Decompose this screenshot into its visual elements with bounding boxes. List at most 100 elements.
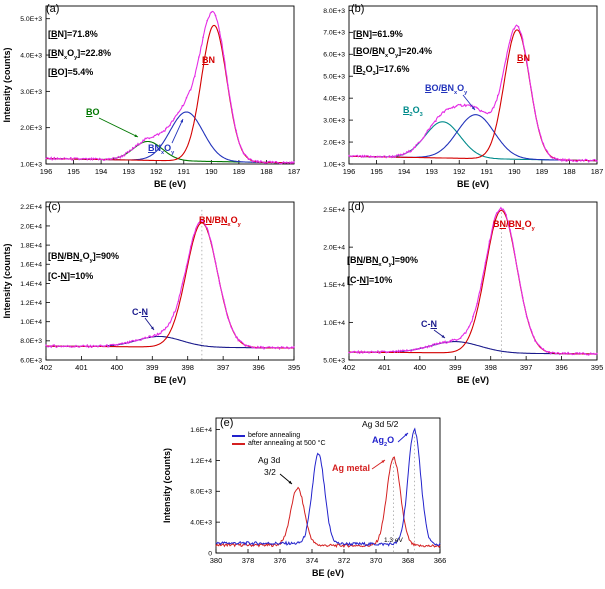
text-run: O xyxy=(92,107,100,117)
text-run: O xyxy=(67,48,75,58)
data-marker xyxy=(352,351,354,353)
data-marker xyxy=(222,54,225,57)
x-tick-label: 372 xyxy=(338,556,351,565)
data-marker xyxy=(488,111,491,114)
label-ag3d52: Ag 3d 5/2 xyxy=(362,420,398,429)
data-marker xyxy=(132,146,134,149)
data-marker xyxy=(256,347,258,349)
x-tick-label: 193 xyxy=(425,167,438,176)
data-marker xyxy=(260,345,262,348)
y-tick-label: 1.0E+3 xyxy=(20,161,42,168)
text-run: (d) xyxy=(351,201,365,213)
y-tick-label: 1.0E+4 xyxy=(323,320,345,327)
text-run: N xyxy=(378,46,386,56)
y-tick-label: 1.2E+4 xyxy=(20,300,42,307)
x-axis-label: BE (eV) xyxy=(154,179,186,189)
data-marker xyxy=(397,153,400,156)
data-marker xyxy=(181,283,184,285)
data-marker xyxy=(264,162,266,164)
text-run: O xyxy=(365,64,373,74)
curve-label-b2o3: B2O3 xyxy=(403,105,423,119)
x-tick-label: 195 xyxy=(370,167,383,176)
data-marker xyxy=(272,346,275,349)
data-marker xyxy=(210,241,213,243)
comp-bn-bnxoy: [BN/BNxOy]=90% xyxy=(48,251,119,265)
x-tick-label: 195 xyxy=(67,167,80,176)
data-marker xyxy=(98,344,101,347)
data-marker xyxy=(276,346,279,349)
data-marker xyxy=(144,336,146,339)
text-run: y xyxy=(464,89,468,96)
curve-label-cn: C-N xyxy=(421,319,437,329)
panel-letter: (e) xyxy=(220,417,233,430)
data-marker xyxy=(517,26,520,28)
data-marker xyxy=(235,129,237,132)
plot-frame xyxy=(348,5,598,165)
data-marker xyxy=(160,330,163,332)
x-axis-label: BE (eV) xyxy=(312,568,344,578)
x-tick-label: 400 xyxy=(111,363,124,372)
data-marker xyxy=(439,341,441,344)
data-marker xyxy=(509,39,511,42)
panel-letter: (a) xyxy=(46,3,60,16)
data-marker xyxy=(534,110,536,113)
x-tick-label: 402 xyxy=(343,363,356,372)
data-marker xyxy=(435,343,437,346)
data-marker xyxy=(53,344,56,346)
text-run: B xyxy=(441,83,448,93)
data-marker xyxy=(418,348,421,350)
data-marker xyxy=(501,208,503,211)
x-tick-label: 398 xyxy=(484,363,497,372)
data-marker xyxy=(94,157,97,160)
data-marker xyxy=(78,346,80,348)
text-run: Ag xyxy=(372,435,384,445)
data-marker xyxy=(509,229,511,231)
data-marker xyxy=(70,345,72,348)
data-marker xyxy=(160,131,163,133)
text-run: ]=17.6% xyxy=(375,64,410,74)
data-marker xyxy=(251,347,254,349)
data-marker xyxy=(559,353,561,356)
comp-cn: [C-N]=10% xyxy=(48,271,94,281)
text-run: ]=10% xyxy=(67,271,94,281)
data-marker xyxy=(550,156,553,159)
data-marker xyxy=(356,351,359,354)
text-run: B xyxy=(202,55,209,65)
text-run: (c) xyxy=(48,201,61,213)
data-marker xyxy=(218,282,221,285)
text-run: N xyxy=(57,48,65,58)
data-marker xyxy=(86,158,89,161)
data-marker xyxy=(189,89,192,91)
data-marker xyxy=(284,347,287,349)
data-marker xyxy=(243,344,246,346)
data-marker xyxy=(530,87,532,89)
text-run: N]=71.8% xyxy=(57,29,98,39)
data-marker xyxy=(521,38,524,40)
data-marker xyxy=(107,158,109,161)
text-run: x xyxy=(64,54,68,61)
y-tick-label: 3.0E+3 xyxy=(20,89,42,96)
data-marker xyxy=(173,311,175,314)
y-tick-label: 6.0E+3 xyxy=(323,52,345,59)
data-marker xyxy=(443,111,445,114)
data-marker xyxy=(214,14,217,17)
comp-cn: [C-N]=10% xyxy=(347,275,392,285)
text-run: B xyxy=(51,48,58,58)
data-marker xyxy=(206,19,208,22)
data-marker xyxy=(463,332,466,334)
panel-d: 402 401 400 399 398 397 396 395 5.0E+3 1.0E+4 1.5E… xyxy=(305,196,603,392)
text-run: x xyxy=(227,221,231,228)
plot-frame xyxy=(45,5,295,165)
data-marker xyxy=(360,350,363,353)
text-run: N xyxy=(208,55,216,65)
text-run: O/ xyxy=(431,83,442,93)
x-tick-label: 194 xyxy=(398,167,411,176)
text-run: (a) xyxy=(46,3,60,15)
text-run: x xyxy=(454,89,458,96)
text-run: 2 xyxy=(409,111,413,118)
data-marker xyxy=(571,159,573,162)
data-marker xyxy=(538,129,540,132)
data-marker xyxy=(61,158,64,160)
curve-label-bn-bnxoy: BN/BNxOy xyxy=(199,215,241,229)
